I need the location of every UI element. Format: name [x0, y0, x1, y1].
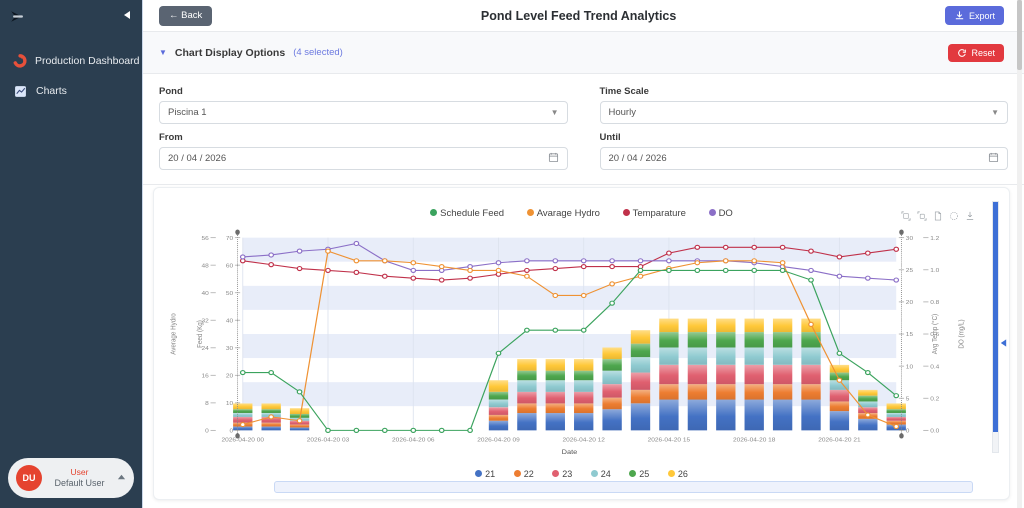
svg-text:20: 20 [226, 373, 234, 380]
svg-text:0.4: 0.4 [930, 364, 940, 371]
svg-text:30: 30 [226, 345, 234, 352]
svg-text:Feed (Kg): Feed (Kg) [197, 320, 204, 348]
svg-text:1.0: 1.0 [930, 267, 940, 274]
svg-text:8: 8 [205, 400, 209, 407]
svg-text:2026-04-20 00: 2026-04-20 00 [222, 437, 265, 444]
svg-text:2026-04-20 09: 2026-04-20 09 [477, 437, 520, 444]
svg-text:2026-04-20 15: 2026-04-20 15 [648, 437, 691, 444]
svg-text:16: 16 [202, 373, 210, 380]
svg-text:2026-04-20 03: 2026-04-20 03 [307, 437, 350, 444]
svg-text:10: 10 [226, 400, 234, 407]
svg-text:40: 40 [226, 318, 234, 325]
svg-text:10: 10 [906, 364, 914, 371]
svg-text:30: 30 [906, 235, 914, 242]
svg-text:Average Hydro: Average Hydro [170, 313, 177, 355]
svg-text:Avg Temp (°C): Avg Temp (°C) [931, 314, 939, 354]
svg-text:20: 20 [906, 299, 914, 306]
svg-text:0: 0 [230, 428, 234, 435]
svg-text:0.2: 0.2 [930, 396, 940, 403]
svg-text:70: 70 [226, 235, 234, 242]
svg-text:48: 48 [202, 263, 210, 270]
svg-text:2026-04-20 18: 2026-04-20 18 [733, 437, 776, 444]
svg-text:0: 0 [906, 428, 910, 435]
svg-text:2026-04-20 12: 2026-04-20 12 [562, 437, 605, 444]
svg-text:0: 0 [205, 428, 209, 435]
svg-text:0.8: 0.8 [930, 299, 940, 306]
svg-text:0.0: 0.0 [930, 428, 940, 435]
svg-text:1.2: 1.2 [930, 235, 940, 242]
svg-text:56: 56 [202, 235, 210, 242]
svg-text:2026-04-20 21: 2026-04-20 21 [818, 437, 861, 444]
svg-text:DO (mg/L): DO (mg/L) [958, 319, 965, 348]
svg-text:60: 60 [226, 263, 234, 270]
svg-text:15: 15 [906, 331, 914, 338]
svg-text:2026-04-20 06: 2026-04-20 06 [392, 437, 435, 444]
svg-text:5: 5 [906, 396, 910, 403]
svg-text:40: 40 [202, 290, 210, 297]
svg-text:Date: Date [562, 449, 578, 456]
svg-text:25: 25 [906, 267, 914, 274]
svg-text:50: 50 [226, 290, 234, 297]
